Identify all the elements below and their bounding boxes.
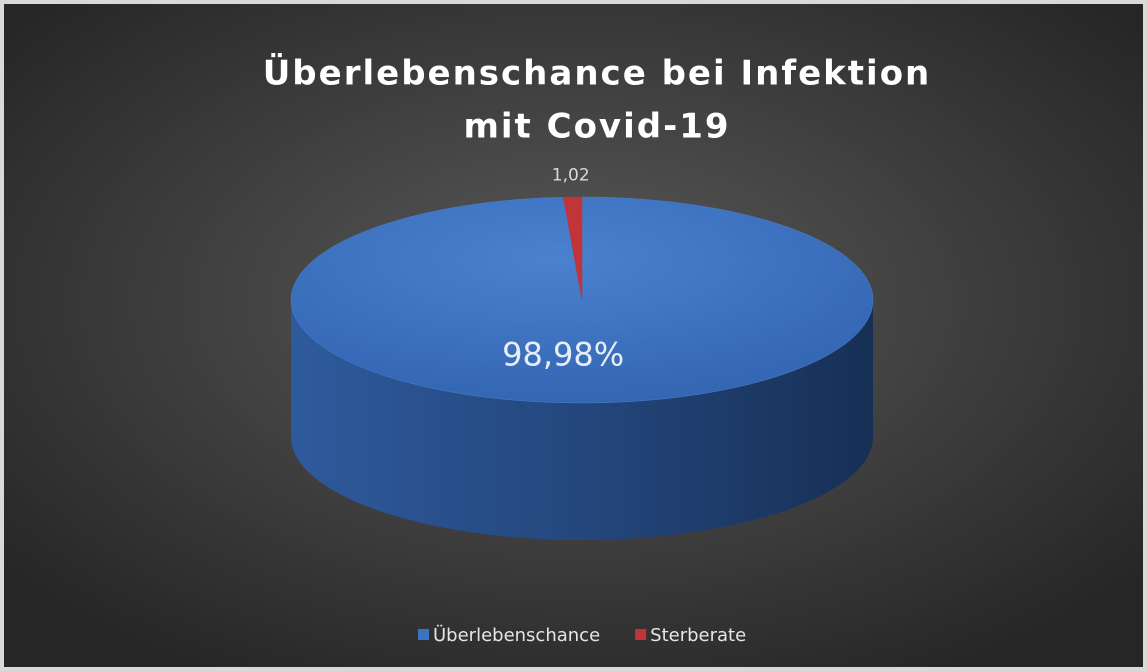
legend-swatch (418, 629, 429, 640)
legend-label: Überlebenschance (433, 624, 600, 646)
pie: 98,98% 1,02 (290, 165, 874, 540)
data-label: 1,02 (552, 165, 590, 185)
legend: Überlebenschance Sterberate (418, 624, 746, 646)
pie-slice (563, 196, 583, 301)
pie-side (291, 300, 873, 540)
legend-label: Sterberate (650, 625, 746, 646)
data-label: 98,98% (502, 336, 624, 374)
legend-swatch (635, 629, 647, 640)
chart-title: Überlebenschance bei Infektion (263, 53, 932, 94)
chart-title: mit Covid-19 (463, 107, 730, 147)
